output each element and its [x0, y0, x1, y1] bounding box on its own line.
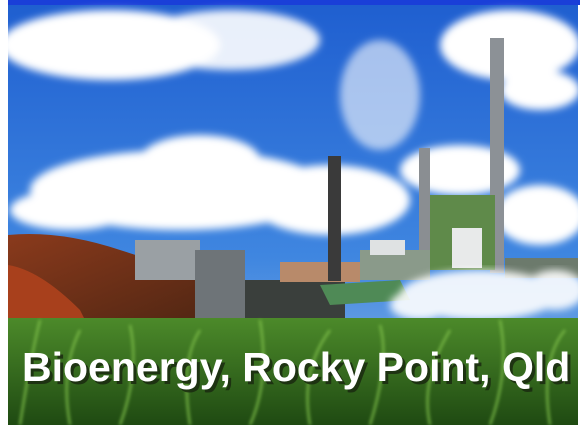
caption: Bioenergy, Rocky Point, Qld	[22, 344, 570, 390]
clouds	[0, 10, 580, 245]
factory	[135, 38, 578, 325]
grass	[8, 318, 578, 425]
caption-shadow: Bioenergy, Rocky Point, Qld	[25, 347, 573, 393]
grass-blades	[19, 319, 566, 425]
steam	[390, 270, 580, 320]
top-bar	[8, 0, 580, 5]
soil-pile-front	[8, 265, 90, 330]
